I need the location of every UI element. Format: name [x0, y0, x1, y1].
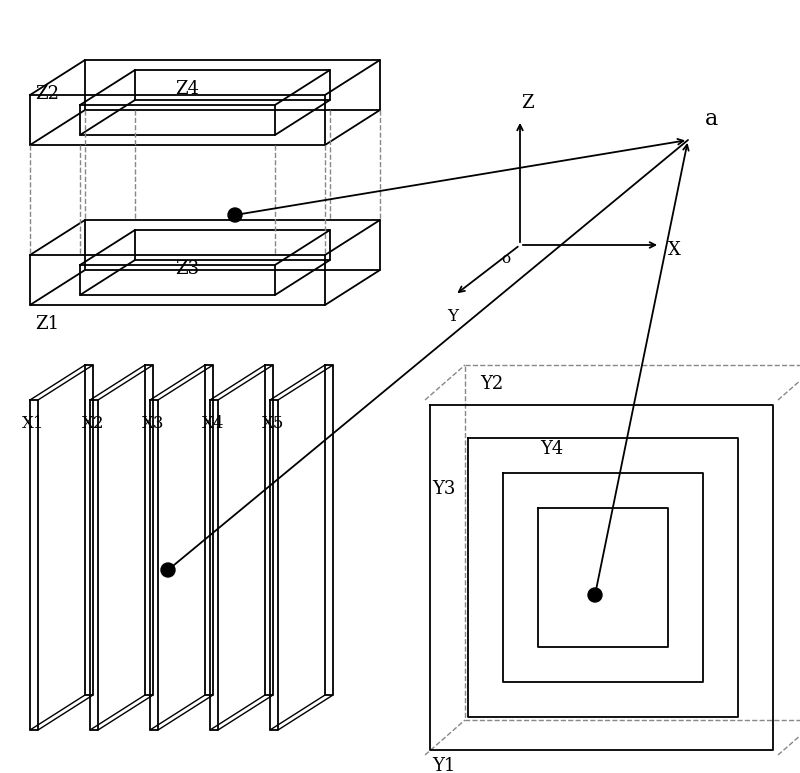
Text: X4: X4 [202, 415, 225, 432]
Text: Z4: Z4 [175, 80, 199, 98]
Text: a: a [705, 108, 718, 130]
Text: X5: X5 [262, 415, 284, 432]
Text: Y4: Y4 [540, 440, 563, 458]
Text: X: X [668, 241, 681, 259]
Text: Y1: Y1 [432, 757, 455, 773]
Text: Z2: Z2 [35, 85, 59, 103]
Circle shape [588, 588, 602, 602]
Text: o: o [501, 252, 510, 266]
Text: Y: Y [447, 308, 458, 325]
Text: Z: Z [521, 94, 534, 112]
Text: X1: X1 [22, 415, 45, 432]
Text: Z1: Z1 [35, 315, 59, 333]
Text: X3: X3 [142, 415, 165, 432]
Circle shape [161, 563, 175, 577]
Circle shape [228, 208, 242, 222]
Text: Y3: Y3 [432, 480, 455, 498]
Text: X2: X2 [82, 415, 105, 432]
Text: Y2: Y2 [480, 375, 503, 393]
Text: Z3: Z3 [175, 260, 199, 278]
